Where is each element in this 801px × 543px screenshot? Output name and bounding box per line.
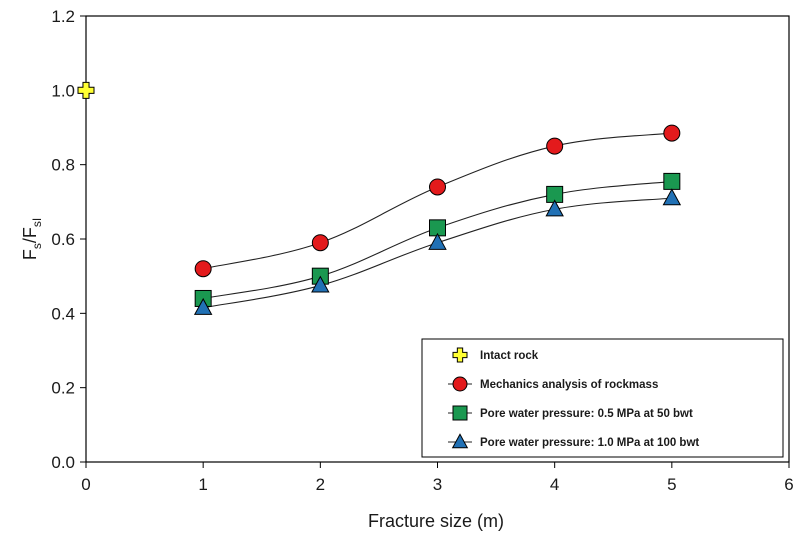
legend-box xyxy=(421,338,784,458)
y-tick-label: 0.6 xyxy=(51,230,75,249)
legend-label: Pore water pressure: 0.5 MPa at 50 bwt xyxy=(480,408,693,420)
x-tick-label: 0 xyxy=(81,475,90,494)
legend: Intact rock Mechanics analysis of rockmas… xyxy=(421,338,784,458)
y-tick-label: 1.0 xyxy=(51,81,75,100)
data-point-circle xyxy=(663,124,681,142)
data-point-triangle xyxy=(545,199,564,217)
x-tick-label: 4 xyxy=(550,475,559,494)
data-point-square xyxy=(663,172,681,190)
plot-layer: 0 1 2 3 4 5 6 0.0 0.2 0.4 0.6 0.8 1.0 1.2 xyxy=(51,7,793,494)
data-point-circle xyxy=(429,178,446,196)
y-axis-title-slash: /F xyxy=(20,227,40,243)
y-tick-label: 0.4 xyxy=(51,304,75,323)
data-point-circle xyxy=(546,137,564,155)
x-tick-label: 1 xyxy=(198,475,207,494)
data-point-triangle xyxy=(428,232,447,250)
y-axis-title-main: F xyxy=(20,249,40,260)
x-tick-label: 5 xyxy=(667,475,676,494)
y-axis-title-sub1: s xyxy=(30,243,44,249)
data-point-circle xyxy=(311,234,329,252)
series-line xyxy=(203,197,672,309)
y-tick-label: 0.2 xyxy=(51,379,75,398)
legend-marker-circle xyxy=(452,376,468,392)
legend-label: Intact rock xyxy=(480,350,539,362)
y-axis-title: Fs/FsI xyxy=(20,218,44,260)
y-tick-label: 0.8 xyxy=(51,156,75,175)
legend-marker-triangle xyxy=(451,433,469,449)
data-point-triangle xyxy=(193,297,213,315)
data-point-cross xyxy=(77,81,95,99)
y-tick-label: 0.0 xyxy=(51,453,75,472)
legend-label: Mechanics analysis of rockmass xyxy=(480,379,658,391)
y-tick-label: 1.2 xyxy=(51,7,75,26)
x-tick-label: 2 xyxy=(316,475,325,494)
legend-marker-square xyxy=(452,405,468,421)
x-axis-title: Fracture size (m) xyxy=(368,511,504,531)
legend-label: Pore water pressure: 1.0 MPa at 100 bwt xyxy=(480,437,699,449)
legend-marker-cross xyxy=(452,347,468,363)
x-tick-label: 3 xyxy=(433,475,442,494)
data-point-triangle xyxy=(662,188,682,206)
data-point-triangle xyxy=(311,275,330,293)
y-axis-title-sub2: sI xyxy=(30,218,44,227)
data-point-circle xyxy=(194,260,212,278)
x-tick-label: 6 xyxy=(784,475,793,494)
